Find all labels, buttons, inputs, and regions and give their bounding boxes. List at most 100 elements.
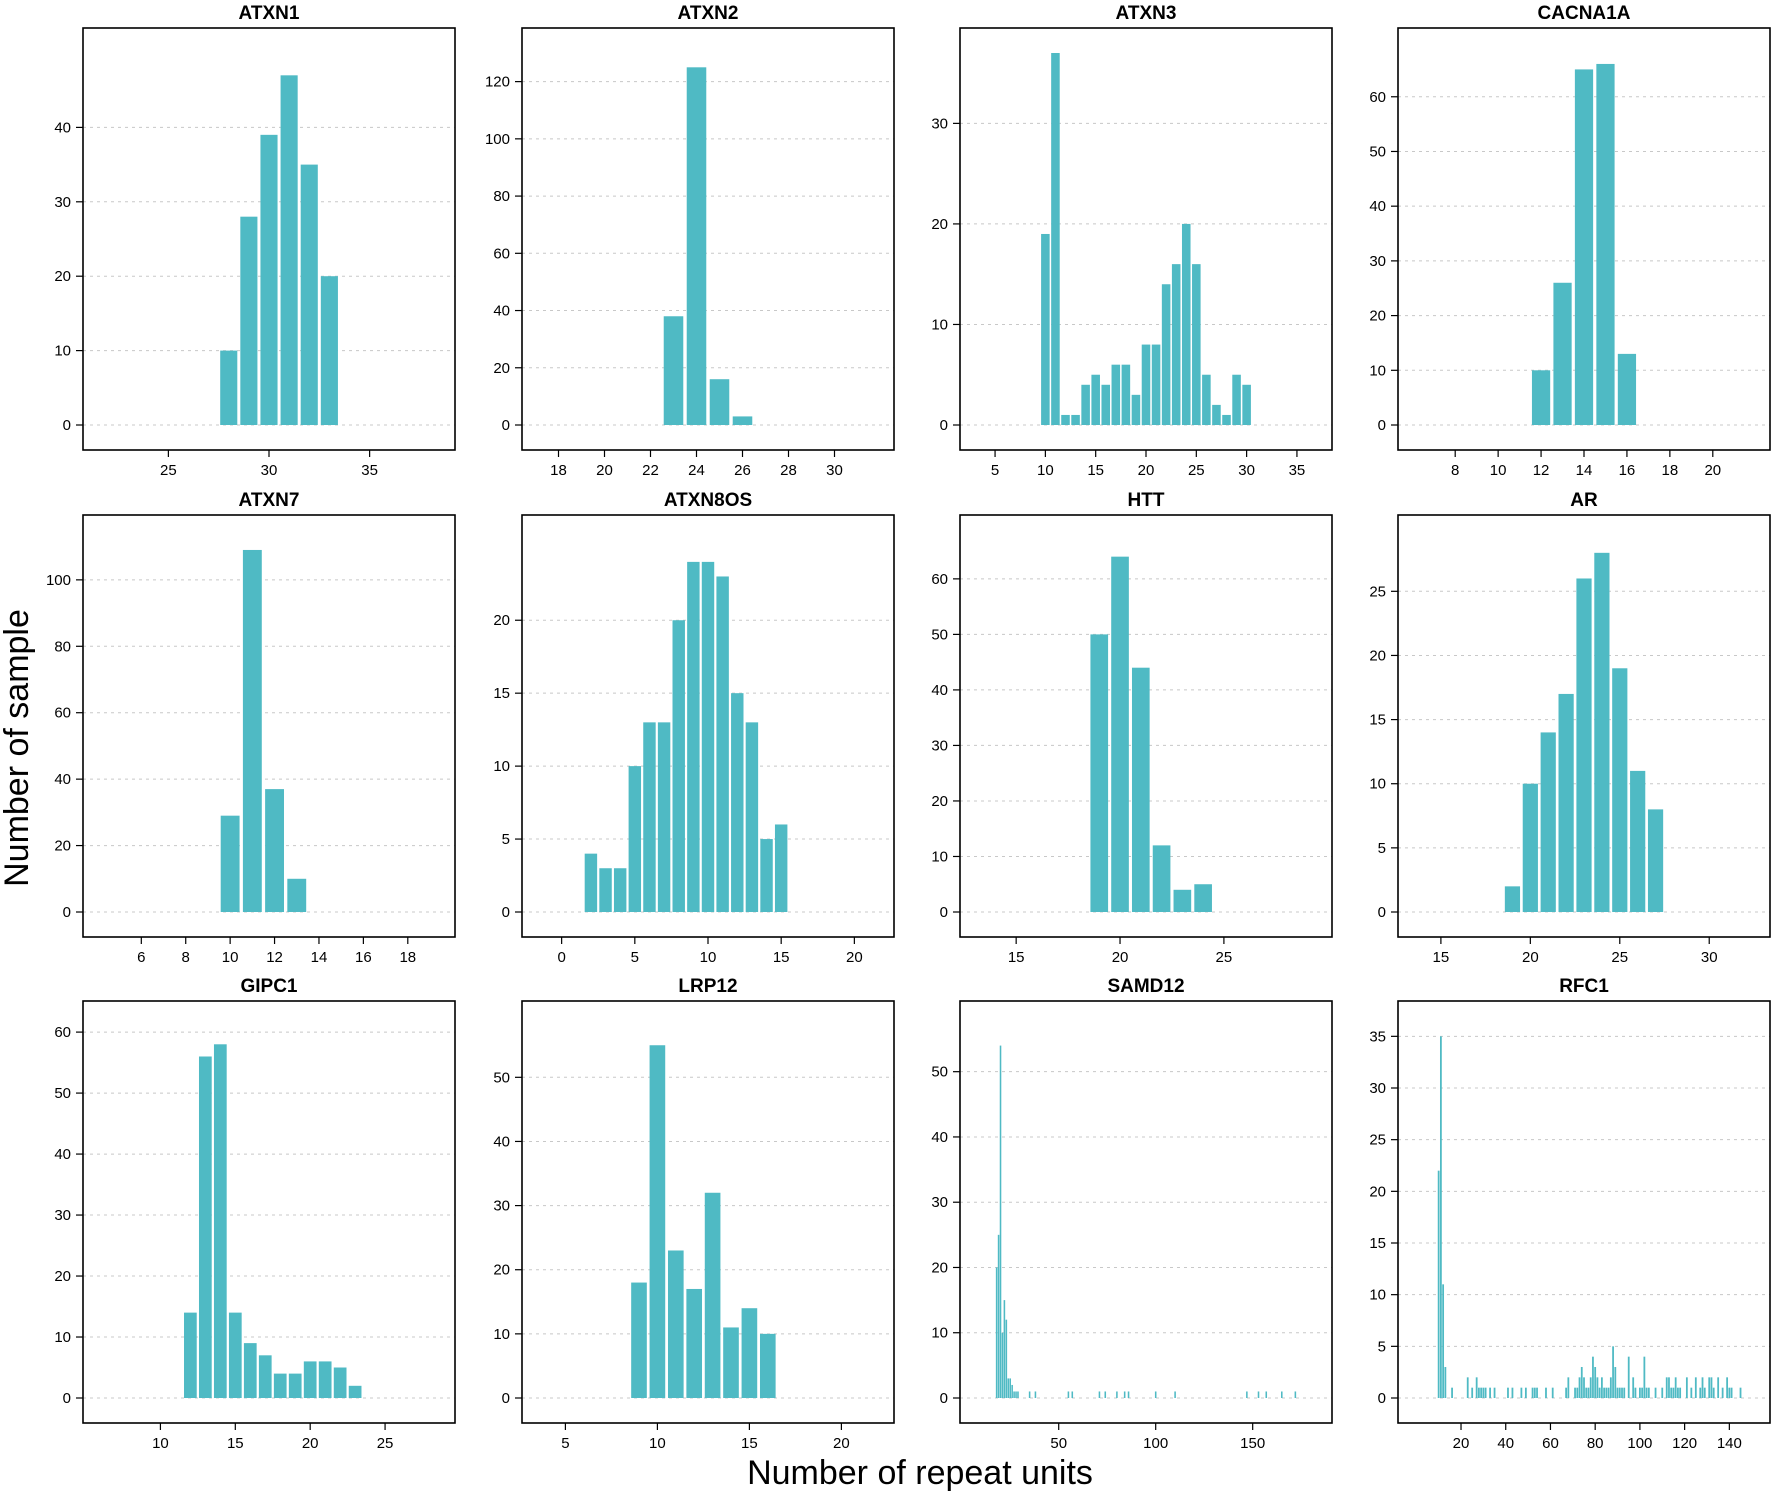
bar: [1001, 1332, 1004, 1398]
bar: [1212, 404, 1221, 425]
panel-ar: AR 0 5 10 15 20 25 15 20 25 30: [1369, 490, 1771, 966]
x-tick-label: 25: [1188, 462, 1205, 479]
bar: [1439, 1036, 1442, 1398]
panel-title: RFC1: [1559, 976, 1609, 997]
bar: [686, 67, 707, 426]
bar: [1511, 1387, 1514, 1398]
y-tick-label: 35: [1369, 1028, 1386, 1045]
bar: [303, 1361, 317, 1398]
y-tick-label: 10: [54, 343, 71, 360]
x-tick-label: 150: [1240, 1435, 1265, 1452]
x-tick-label: 24: [688, 462, 705, 479]
x-tick-label: 25: [1216, 949, 1233, 966]
bar: [704, 1192, 721, 1398]
bar: [1121, 364, 1131, 425]
x-tick-label: 10: [700, 949, 717, 966]
x-tick-label: 20: [1704, 462, 1721, 479]
y-tick-label: 60: [54, 1024, 71, 1041]
y-tick-label: 40: [54, 1146, 71, 1163]
y-tick-label: 15: [1369, 1235, 1386, 1252]
bar: [1154, 1391, 1157, 1398]
x-tick-label: 25: [160, 462, 177, 479]
y-tick-label: 0: [1378, 1390, 1386, 1407]
y-tick-label: 0: [1378, 417, 1386, 434]
y-tick-label: 40: [54, 771, 71, 788]
bar: [1708, 1377, 1711, 1398]
y-tick-label: 20: [931, 793, 948, 810]
bar: [999, 1045, 1002, 1398]
bar: [1585, 1387, 1588, 1398]
bar: [1257, 1391, 1260, 1398]
y-tick-label: 0: [940, 904, 948, 921]
y-tick-label: 10: [1369, 1287, 1386, 1304]
panel-atxn7: ATXN7 0 20 40 60 80 100 6 8 10 12 14 16 18: [46, 490, 456, 966]
bar: [1104, 1391, 1107, 1398]
y-tick-label: 10: [54, 1329, 71, 1346]
y-tick-label: 0: [502, 904, 510, 921]
y-tick-label: 100: [46, 572, 71, 589]
bar: [631, 1282, 647, 1398]
bar: [1482, 1387, 1485, 1398]
bar: [1712, 1387, 1715, 1398]
x-tick-label: 10: [1490, 462, 1507, 479]
bar: [723, 1327, 739, 1398]
bar: [1621, 1387, 1623, 1398]
x-tick-label: 15: [1087, 462, 1104, 479]
y-tick-label: 30: [493, 1198, 510, 1215]
bar: [1647, 809, 1664, 912]
bar: [1246, 1391, 1248, 1398]
bar: [1578, 1377, 1581, 1398]
bar: [1589, 1377, 1592, 1398]
y-tick-label: 50: [493, 1069, 510, 1086]
bar: [1605, 1387, 1608, 1398]
bar: [240, 216, 258, 425]
x-tick-label: 120: [1672, 1435, 1697, 1452]
bar: [1011, 1384, 1013, 1398]
y-tick-label: 25: [1369, 1132, 1386, 1149]
x-tick-label: 30: [826, 462, 843, 479]
bar: [1665, 1377, 1668, 1398]
y-tick-label: 20: [54, 1268, 71, 1285]
x-tick-label: 10: [222, 949, 239, 966]
x-tick-label: 60: [1542, 1435, 1559, 1452]
bar: [1609, 1377, 1612, 1398]
y-tick-label: 40: [931, 1129, 948, 1146]
bar: [333, 1367, 347, 1398]
bar: [599, 868, 612, 912]
bar: [1174, 1391, 1176, 1398]
bar: [613, 868, 627, 912]
y-tick-label: 80: [54, 638, 71, 655]
y-tick-label: 30: [54, 1207, 71, 1224]
bar: [1489, 1387, 1491, 1398]
plot-frame: [521, 1000, 895, 1424]
bar: [628, 766, 642, 912]
y-tick-label: 0: [502, 1390, 510, 1407]
y-tick-label: 5: [1378, 840, 1386, 857]
bar: [220, 815, 240, 912]
x-tick-label: 40: [1497, 1435, 1514, 1452]
bar: [1612, 1346, 1614, 1398]
bar: [320, 276, 338, 425]
y-tick-label: 20: [1369, 1183, 1386, 1200]
bar: [731, 693, 744, 912]
y-tick-label: 50: [931, 1064, 948, 1081]
bar: [1194, 884, 1212, 912]
x-tick-label: 15: [1008, 949, 1025, 966]
panel-title: ATXN3: [1116, 3, 1177, 24]
y-tick-label: 30: [54, 194, 71, 211]
y-tick-label: 40: [54, 119, 71, 136]
x-tick-label: 20: [596, 462, 613, 479]
x-tick-label: 16: [355, 949, 372, 966]
bar: [1111, 556, 1129, 912]
x-tick-label: 14: [311, 949, 328, 966]
bar: [1721, 1387, 1724, 1398]
bar: [213, 1044, 227, 1398]
bar: [1690, 1387, 1693, 1398]
bar: [280, 75, 298, 425]
bar: [1540, 732, 1556, 912]
bar: [1594, 1367, 1597, 1398]
x-tick-label: 20: [1453, 1435, 1470, 1452]
bar: [1583, 1377, 1585, 1398]
bar: [745, 722, 759, 912]
